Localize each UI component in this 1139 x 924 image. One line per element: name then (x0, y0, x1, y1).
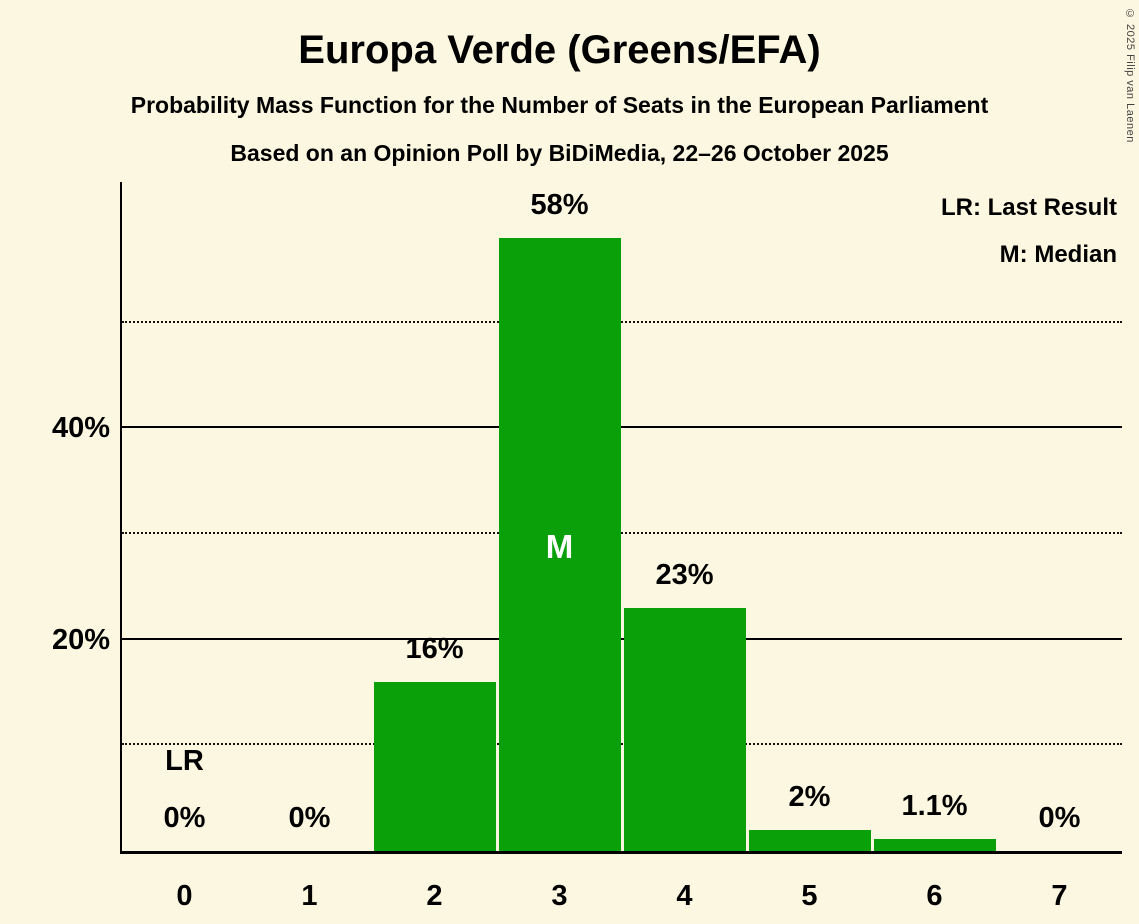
legend-last-result: LR: Last Result (940, 194, 1117, 221)
bar-seats-6 (873, 839, 996, 851)
bar-value-label-2: 16% (405, 632, 464, 665)
bar-value-label-5: 2% (788, 780, 831, 813)
x-tick-label-7: 7 (1051, 880, 1068, 912)
x-tick-label-4: 4 (676, 880, 693, 912)
y-tick-label-20: 20% (51, 623, 110, 656)
gridline-solid-40 (122, 426, 1122, 429)
chart-subtitle-poll: Based on an Opinion Poll by BiDiMedia, 2… (230, 140, 889, 166)
median-label: M (545, 528, 574, 565)
plot-area: 0% 0 0% 1 16% 2 58% 3 23% 4 2% 5 1.1% 6 0% 7 20% 40% M LR (52, 182, 1122, 912)
bar-seats-4 (623, 607, 746, 851)
gridline-dotted-30 (122, 531, 1122, 534)
gridline-dotted-50 (122, 320, 1122, 323)
x-tick-label-6: 6 (926, 880, 943, 912)
gridline-dotted-10 (122, 743, 1122, 746)
bar-value-label-6: 1.1% (901, 790, 968, 823)
bar-seats-3 (498, 238, 621, 851)
y-tick-label-40: 40% (51, 412, 110, 445)
last-result-label: LR (165, 745, 204, 777)
bar-seats-5 (748, 829, 871, 851)
x-tick-label-5: 5 (801, 880, 818, 912)
x-tick-label-3: 3 (551, 880, 568, 912)
x-tick-label-0: 0 (176, 880, 193, 912)
chart-title: Europa Verde (Greens/EFA) (298, 28, 821, 72)
bar-value-label-7: 0% (1038, 802, 1081, 834)
chart-subtitle: Probability Mass Function for the Number… (130, 92, 989, 118)
legend-median: M: Median (999, 241, 1117, 268)
bar-value-label-0: 0% (163, 802, 206, 834)
bar-value-label-3: 58% (530, 189, 589, 222)
x-tick-label-1: 1 (301, 880, 318, 912)
bar-value-label-1: 0% (288, 802, 331, 834)
chart-legend: LR: Last Result M: Median (941, 184, 1117, 278)
copyright-text: © 2025 Filip van Laenen (1124, 8, 1136, 143)
bar-value-label-4: 23% (655, 558, 714, 591)
bar-seats-2 (373, 681, 496, 851)
gridline-solid-20 (122, 637, 1122, 640)
x-tick-label-2: 2 (426, 880, 443, 912)
